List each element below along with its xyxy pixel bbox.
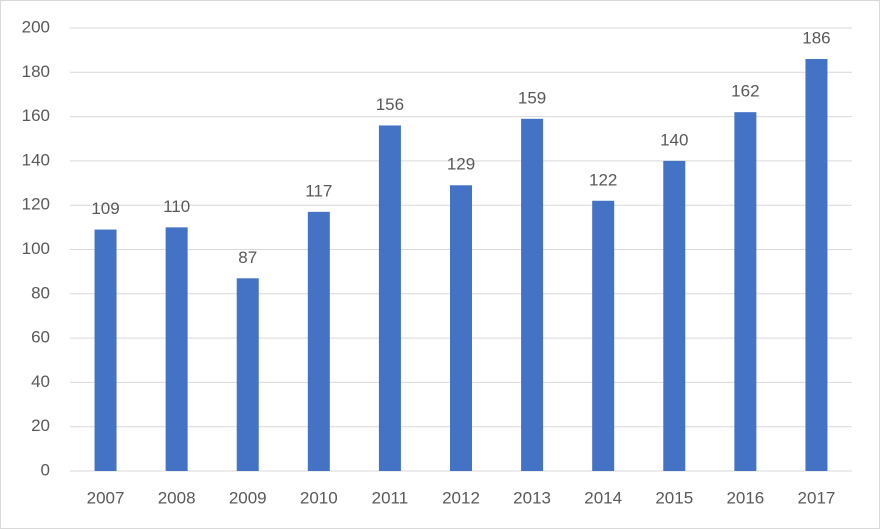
y-tick-label: 0 [41, 460, 50, 479]
data-label: 159 [518, 88, 546, 107]
y-tick-label: 20 [31, 416, 50, 435]
bar [450, 185, 472, 471]
y-tick-label: 80 [31, 283, 50, 302]
data-label: 109 [91, 199, 119, 218]
y-tick-label: 60 [31, 328, 50, 347]
bar [663, 160, 686, 471]
y-tick-label: 100 [22, 239, 50, 258]
bar [734, 112, 757, 472]
x-tick-label: 2013 [513, 488, 551, 507]
x-tick-label: 2007 [87, 488, 125, 507]
data-label: 186 [802, 28, 830, 47]
data-label: 162 [731, 82, 759, 101]
data-label: 122 [589, 170, 617, 189]
bar [521, 118, 544, 471]
x-tick-label: 2009 [229, 488, 267, 507]
x-tick-label: 2008 [158, 488, 196, 507]
data-label: 110 [163, 197, 190, 216]
y-tick-label: 140 [22, 150, 50, 169]
bar [94, 229, 117, 471]
y-tick-label: 160 [22, 106, 50, 125]
x-tick-label: 2015 [655, 488, 693, 507]
data-label: 156 [376, 95, 404, 114]
bar [165, 227, 188, 471]
y-tick-label: 120 [22, 195, 50, 214]
x-tick-label: 2014 [584, 488, 622, 507]
bar [378, 125, 401, 472]
x-tick-label: 2011 [372, 488, 409, 507]
data-label: 117 [305, 181, 332, 200]
bar [592, 200, 615, 471]
x-tick-label: 2010 [300, 488, 338, 507]
data-label: 87 [238, 248, 257, 267]
data-label: 129 [447, 155, 475, 174]
bar [805, 59, 828, 471]
data-label: 140 [660, 130, 688, 149]
x-tick-label: 2017 [798, 488, 836, 507]
bar [236, 278, 259, 471]
y-tick-label: 180 [22, 62, 50, 81]
x-tick-label: 2016 [726, 488, 764, 507]
bar [307, 211, 330, 471]
x-tick-label: 2012 [442, 488, 480, 507]
y-tick-label: 200 [22, 17, 50, 36]
y-tick-label: 40 [31, 372, 50, 391]
